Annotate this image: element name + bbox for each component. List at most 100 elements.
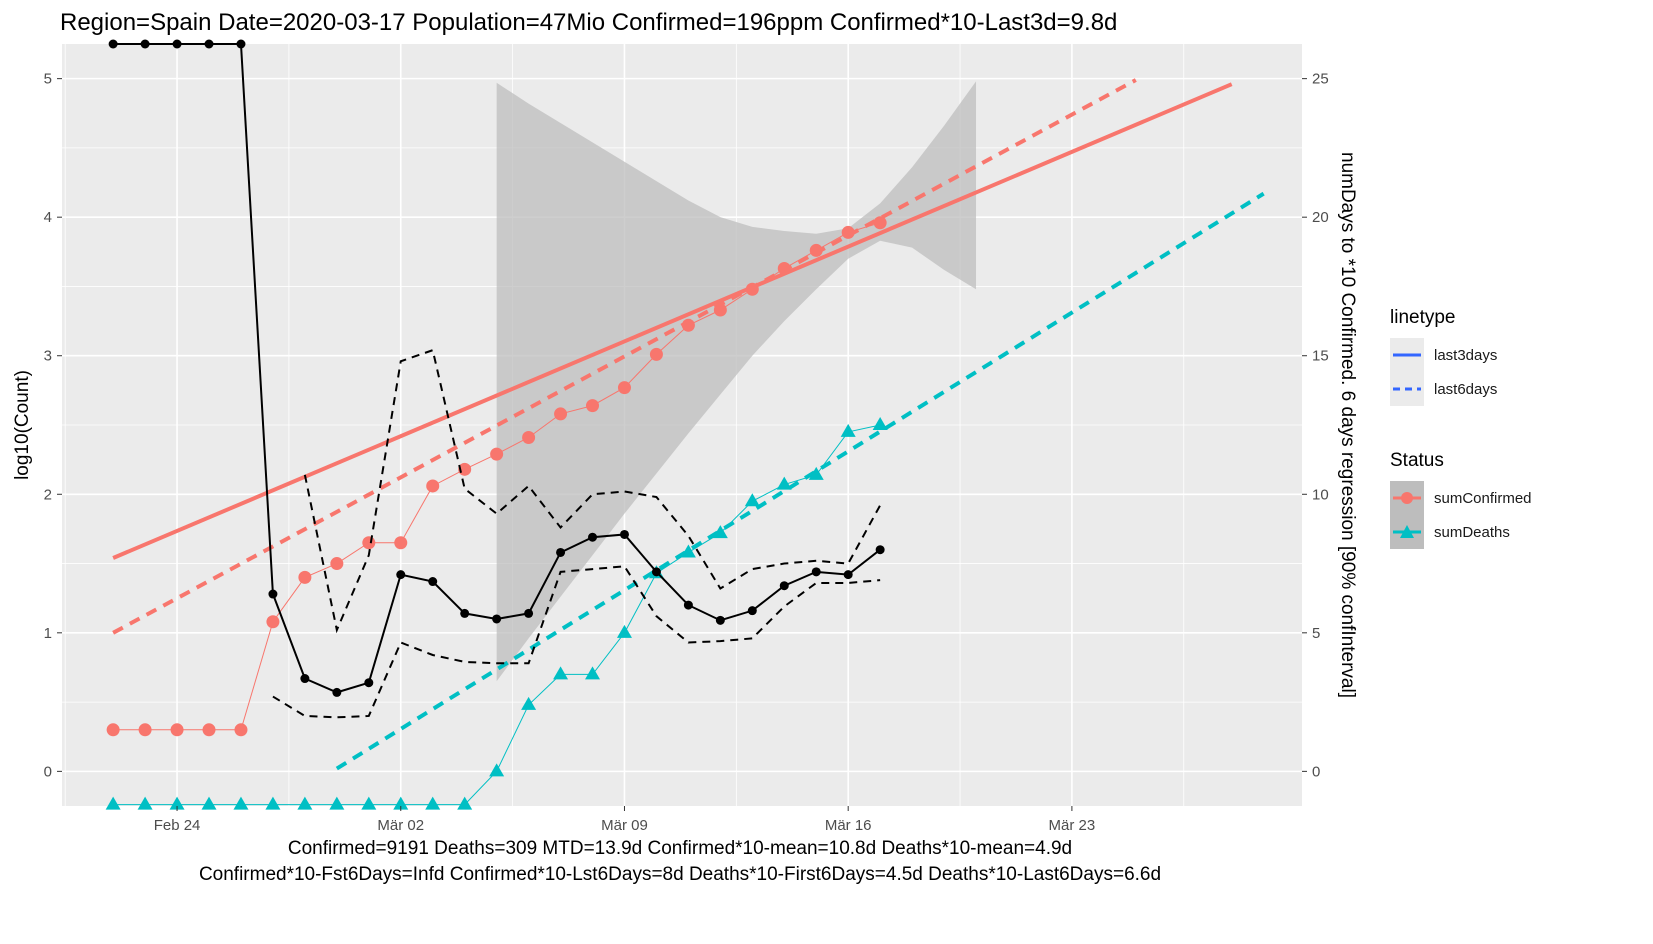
regression-lines-layer [112,78,1265,771]
x-tick-label: Mär 09 [601,817,648,834]
axis-layer: 0 1 2 3 4 5 0 5 10 15 20 25 Feb 24 Mär 02 Mär 09 Mär 16… [44,71,1329,834]
days-to-x10-point [683,600,693,610]
series-layer [105,216,888,810]
point-sumDeaths [233,796,249,810]
point-sumConfirmed [809,243,823,257]
days-to-x10-point [843,570,853,580]
y2-tick-label: 0 [1312,763,1320,780]
days-to-x10-layer [108,39,885,719]
y2-tick-label: 15 [1312,348,1329,365]
legend-status-title: Status [1390,450,1444,471]
point-sumDeaths [425,796,441,810]
footer-line-1: Confirmed=9191 Deaths=309 MTD=13.9d Conf… [288,838,1072,859]
legend-label-sumDeaths: sumDeaths [1434,524,1510,541]
y-tick-label: 2 [44,486,52,503]
point-sumDeaths [201,796,217,810]
legend-label-sumConfirmed: sumConfirmed [1434,490,1532,507]
point-sumConfirmed [681,318,695,332]
days-to-x10-point [524,608,534,618]
point-sumConfirmed [266,615,280,629]
point-sumConfirmed [170,723,184,737]
point-sumConfirmed [362,536,376,550]
footer-line-2: Confirmed*10-Fst6Days=Infd Confirmed*10-… [199,864,1161,885]
point-sumConfirmed [426,479,440,493]
days-to-x10-point [651,567,661,577]
point-sumDeaths [776,476,792,490]
grid-lines [62,44,1302,806]
point-sumDeaths [265,796,281,810]
point-sumDeaths [329,796,345,810]
days-to-x10-point [811,567,821,577]
legend-point-sumConfirmed [1401,492,1413,504]
y2-tick-label: 10 [1312,486,1329,503]
point-sumConfirmed [138,723,152,737]
days-to-x10-point [460,608,470,618]
point-sumDeaths [840,423,856,437]
days-to-x10-point [619,529,629,539]
point-sumDeaths [553,666,569,680]
point-sumConfirmed [554,407,568,421]
days-to-x10-point [108,39,118,49]
days-to-x10-point [364,678,374,688]
point-sumDeaths [680,544,696,558]
point-sumDeaths [489,763,505,777]
point-sumConfirmed [586,399,600,413]
y-tick-label: 3 [44,348,52,365]
point-sumConfirmed [713,303,727,317]
y2-axis-title: numDays to *10 Confirmed. 6 days regress… [1337,152,1358,698]
point-sumConfirmed [841,225,855,239]
x-tick-label: Feb 24 [154,817,201,834]
days-to-x10-point [779,581,789,591]
point-sumDeaths [137,796,153,810]
point-sumDeaths [808,466,824,480]
point-sumConfirmed [330,557,344,571]
chart-title: Region=Spain Date=2020-03-17 Population=… [60,9,1117,36]
days-to-x10-point [747,606,757,616]
regression-sumConfirmed-last3days [112,82,1233,560]
point-sumConfirmed [777,261,791,275]
days-to-x10-point [588,532,598,542]
point-sumConfirmed [298,570,312,584]
days-to-x10-point [172,39,182,49]
y-tick-label: 4 [44,209,52,226]
legend-point-sumDeaths [1400,525,1414,538]
point-sumConfirmed [202,723,216,737]
regression-sumDeaths-last6days [335,191,1265,771]
point-sumConfirmed [873,216,887,230]
legend-label-last3days: last3days [1434,347,1497,364]
x-tick-label: Mär 16 [825,817,872,834]
point-sumDeaths [105,796,121,810]
point-sumDeaths [393,796,409,810]
y-tick-label: 0 [44,763,52,780]
y-tick-label: 5 [44,71,52,88]
point-sumDeaths [616,624,632,638]
point-sumConfirmed [234,723,248,737]
days-to-x10-point [332,687,342,697]
y-tick-label: 1 [44,625,52,642]
y2-tick-label: 20 [1312,209,1329,226]
days-to-x10-lower-bound [272,565,881,719]
days-to-x10-point [396,570,406,580]
point-sumDeaths [521,696,537,710]
legend-linetype-title: linetype [1390,307,1456,328]
point-sumConfirmed [617,381,631,395]
point-sumDeaths [585,666,601,680]
days-to-x10-point [875,545,885,555]
point-sumConfirmed [106,723,120,737]
point-sumDeaths [712,525,728,539]
y2-tick-label: 25 [1312,71,1329,88]
days-to-x10-point [268,589,278,599]
point-sumDeaths [169,796,185,810]
y-axis-title: log10(Count) [12,370,33,480]
days-to-x10-point [492,614,502,624]
point-sumConfirmed [649,347,663,361]
point-sumConfirmed [745,282,759,296]
days-to-x10-point [428,577,438,587]
point-sumDeaths [872,417,888,430]
point-sumDeaths [361,796,377,810]
days-to-x10-point [140,39,150,49]
days-to-x10-point [204,39,214,49]
point-sumConfirmed [394,536,408,550]
x-tick-label: Mär 23 [1049,817,1096,834]
point-sumConfirmed [522,430,536,444]
